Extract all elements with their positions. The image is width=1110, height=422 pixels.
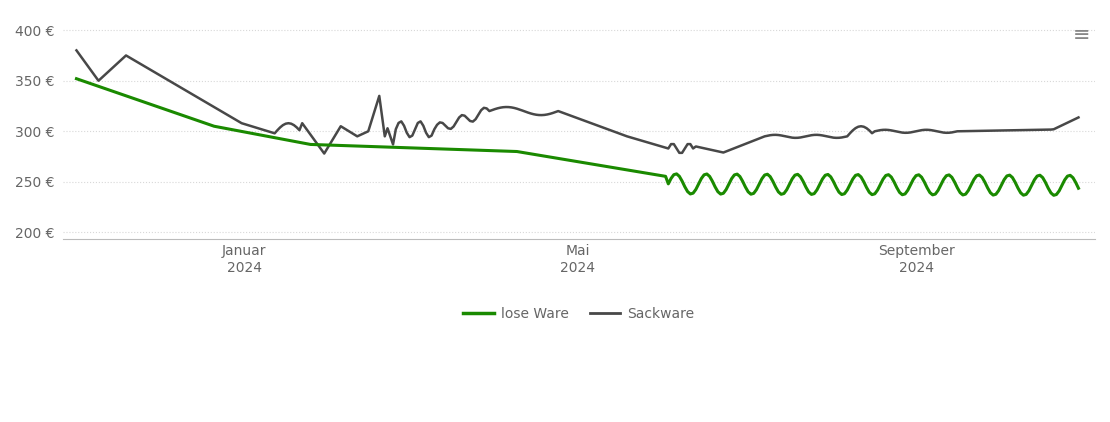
- Legend: lose Ware, Sackware: lose Ware, Sackware: [458, 302, 699, 327]
- Text: ≡: ≡: [1072, 25, 1090, 45]
